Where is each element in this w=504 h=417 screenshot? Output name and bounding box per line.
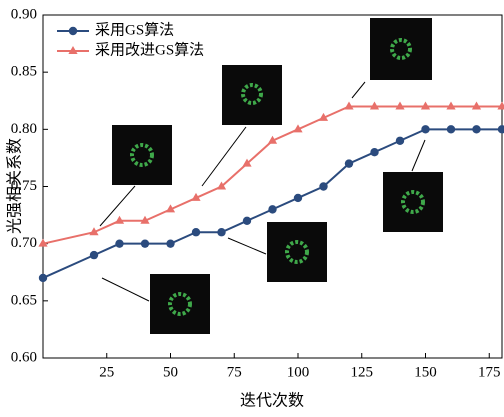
inset-image	[267, 222, 327, 282]
marker	[498, 125, 504, 133]
y-tick-label: 0.70	[11, 235, 37, 251]
marker	[319, 182, 327, 190]
marker	[90, 251, 98, 259]
marker	[447, 125, 455, 133]
inset-image	[383, 172, 443, 232]
marker	[268, 205, 276, 213]
x-tick-label: 100	[287, 364, 310, 380]
inset-image	[222, 65, 282, 125]
marker	[294, 194, 302, 202]
marker	[115, 239, 123, 247]
y-tick-label: 0.75	[11, 178, 37, 194]
y-tick-label: 0.60	[11, 349, 37, 365]
x-tick-label: 25	[99, 364, 114, 380]
x-tick-label: 150	[414, 364, 437, 380]
marker	[421, 125, 429, 133]
x-tick-label: 175	[478, 364, 501, 380]
legend-label: 采用改进GS算法	[95, 40, 204, 58]
x-tick-label: 125	[351, 364, 374, 380]
y-tick-label: 0.85	[11, 64, 37, 80]
inset-image	[150, 274, 210, 334]
marker	[472, 125, 480, 133]
inset-image	[112, 125, 172, 185]
leader-line	[202, 127, 246, 186]
marker	[370, 148, 378, 156]
legend-marker	[69, 27, 77, 35]
marker	[243, 217, 251, 225]
leader-line	[412, 140, 425, 171]
marker	[39, 274, 47, 282]
leader-line	[352, 82, 365, 98]
marker	[141, 239, 149, 247]
leader-line	[102, 278, 149, 301]
inset-image	[370, 18, 432, 80]
marker	[192, 228, 200, 236]
leader-line	[228, 238, 266, 254]
marker	[217, 228, 225, 236]
insets	[100, 18, 443, 334]
y-tick-label: 0.80	[11, 121, 37, 137]
legend-label: 采用GS算法	[95, 20, 174, 38]
y-tick-label: 0.65	[11, 292, 37, 308]
x-tick-label: 75	[227, 364, 242, 380]
marker	[396, 137, 404, 145]
marker	[166, 239, 174, 247]
chart: 迭代次数 光强相关系数 0.600.650.700.750.800.850.90…	[0, 0, 504, 417]
marker	[345, 159, 353, 167]
x-axis-label: 迭代次数	[240, 392, 304, 410]
x-tick-label: 50	[163, 364, 178, 380]
y-tick-label: 0.90	[11, 6, 37, 22]
